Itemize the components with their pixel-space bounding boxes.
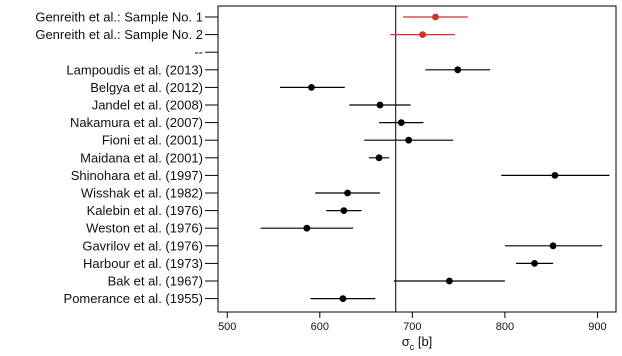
study-label: Pomerance et al. (1955) — [64, 291, 203, 306]
study-label-group: Genreith et al.: Sample No. 1 Genreith et… — [35, 10, 203, 307]
data-point — [344, 189, 351, 197]
data-point — [419, 31, 426, 38]
study-label: -- — [194, 45, 203, 60]
study-label: Genreith et al.: Sample No. 1 — [35, 10, 203, 25]
data-point — [397, 119, 405, 126]
study-label: Nakamura et al. (2007) — [70, 115, 203, 130]
study-label: Genreith et al.: Sample No. 2 — [35, 27, 203, 42]
study-label: Lampoudis et al. (2013) — [66, 62, 203, 77]
study-label: Wisshak et al. (1982) — [81, 186, 203, 201]
data-point — [375, 154, 383, 162]
x-tick-group: 500 600 700 800 900 — [218, 312, 607, 333]
data-point — [376, 101, 384, 109]
x-tick-label: 600 — [311, 321, 329, 333]
x-tick-label: 500 — [218, 321, 236, 333]
study-label: Kalebin et al. (1976) — [87, 203, 203, 218]
x-axis-label-subscript: c — [410, 342, 415, 352]
y-tick-group — [205, 16, 218, 300]
data-point — [405, 136, 413, 144]
data-point — [339, 295, 347, 302]
study-label: Jandel et al. (2008) — [92, 98, 203, 113]
data-point — [303, 224, 311, 232]
data-point — [551, 172, 559, 179]
study-label: Harbour et al. (1973) — [83, 256, 203, 271]
data-point — [445, 277, 453, 285]
study-label: Belgya et al. (2012) — [90, 80, 203, 95]
data-marks-group — [260, 13, 610, 302]
study-label: Bak et al. (1967) — [108, 274, 203, 289]
data-point — [432, 13, 439, 21]
x-axis-label-unit: [b] — [414, 334, 432, 349]
x-axis-label: σc [b] — [402, 334, 433, 352]
study-label: Gavrilov et al. (1976) — [82, 238, 203, 253]
plot-frame — [217, 5, 617, 313]
study-label: Fioni et al. (2001) — [102, 133, 203, 148]
study-label: Weston et al. (1976) — [86, 221, 203, 236]
data-point — [340, 207, 348, 215]
x-tick-label: 900 — [588, 321, 606, 333]
data-point — [454, 66, 462, 74]
data-point — [531, 260, 538, 267]
x-axis-label-symbol: σ — [402, 334, 410, 349]
study-label: Maidana et al. (2001) — [80, 150, 203, 165]
data-point — [549, 242, 557, 250]
x-tick-label: 700 — [403, 321, 421, 333]
study-label: Shinohara et al. (1997) — [71, 168, 203, 183]
x-tick-label: 800 — [496, 321, 514, 333]
data-point — [308, 84, 315, 91]
